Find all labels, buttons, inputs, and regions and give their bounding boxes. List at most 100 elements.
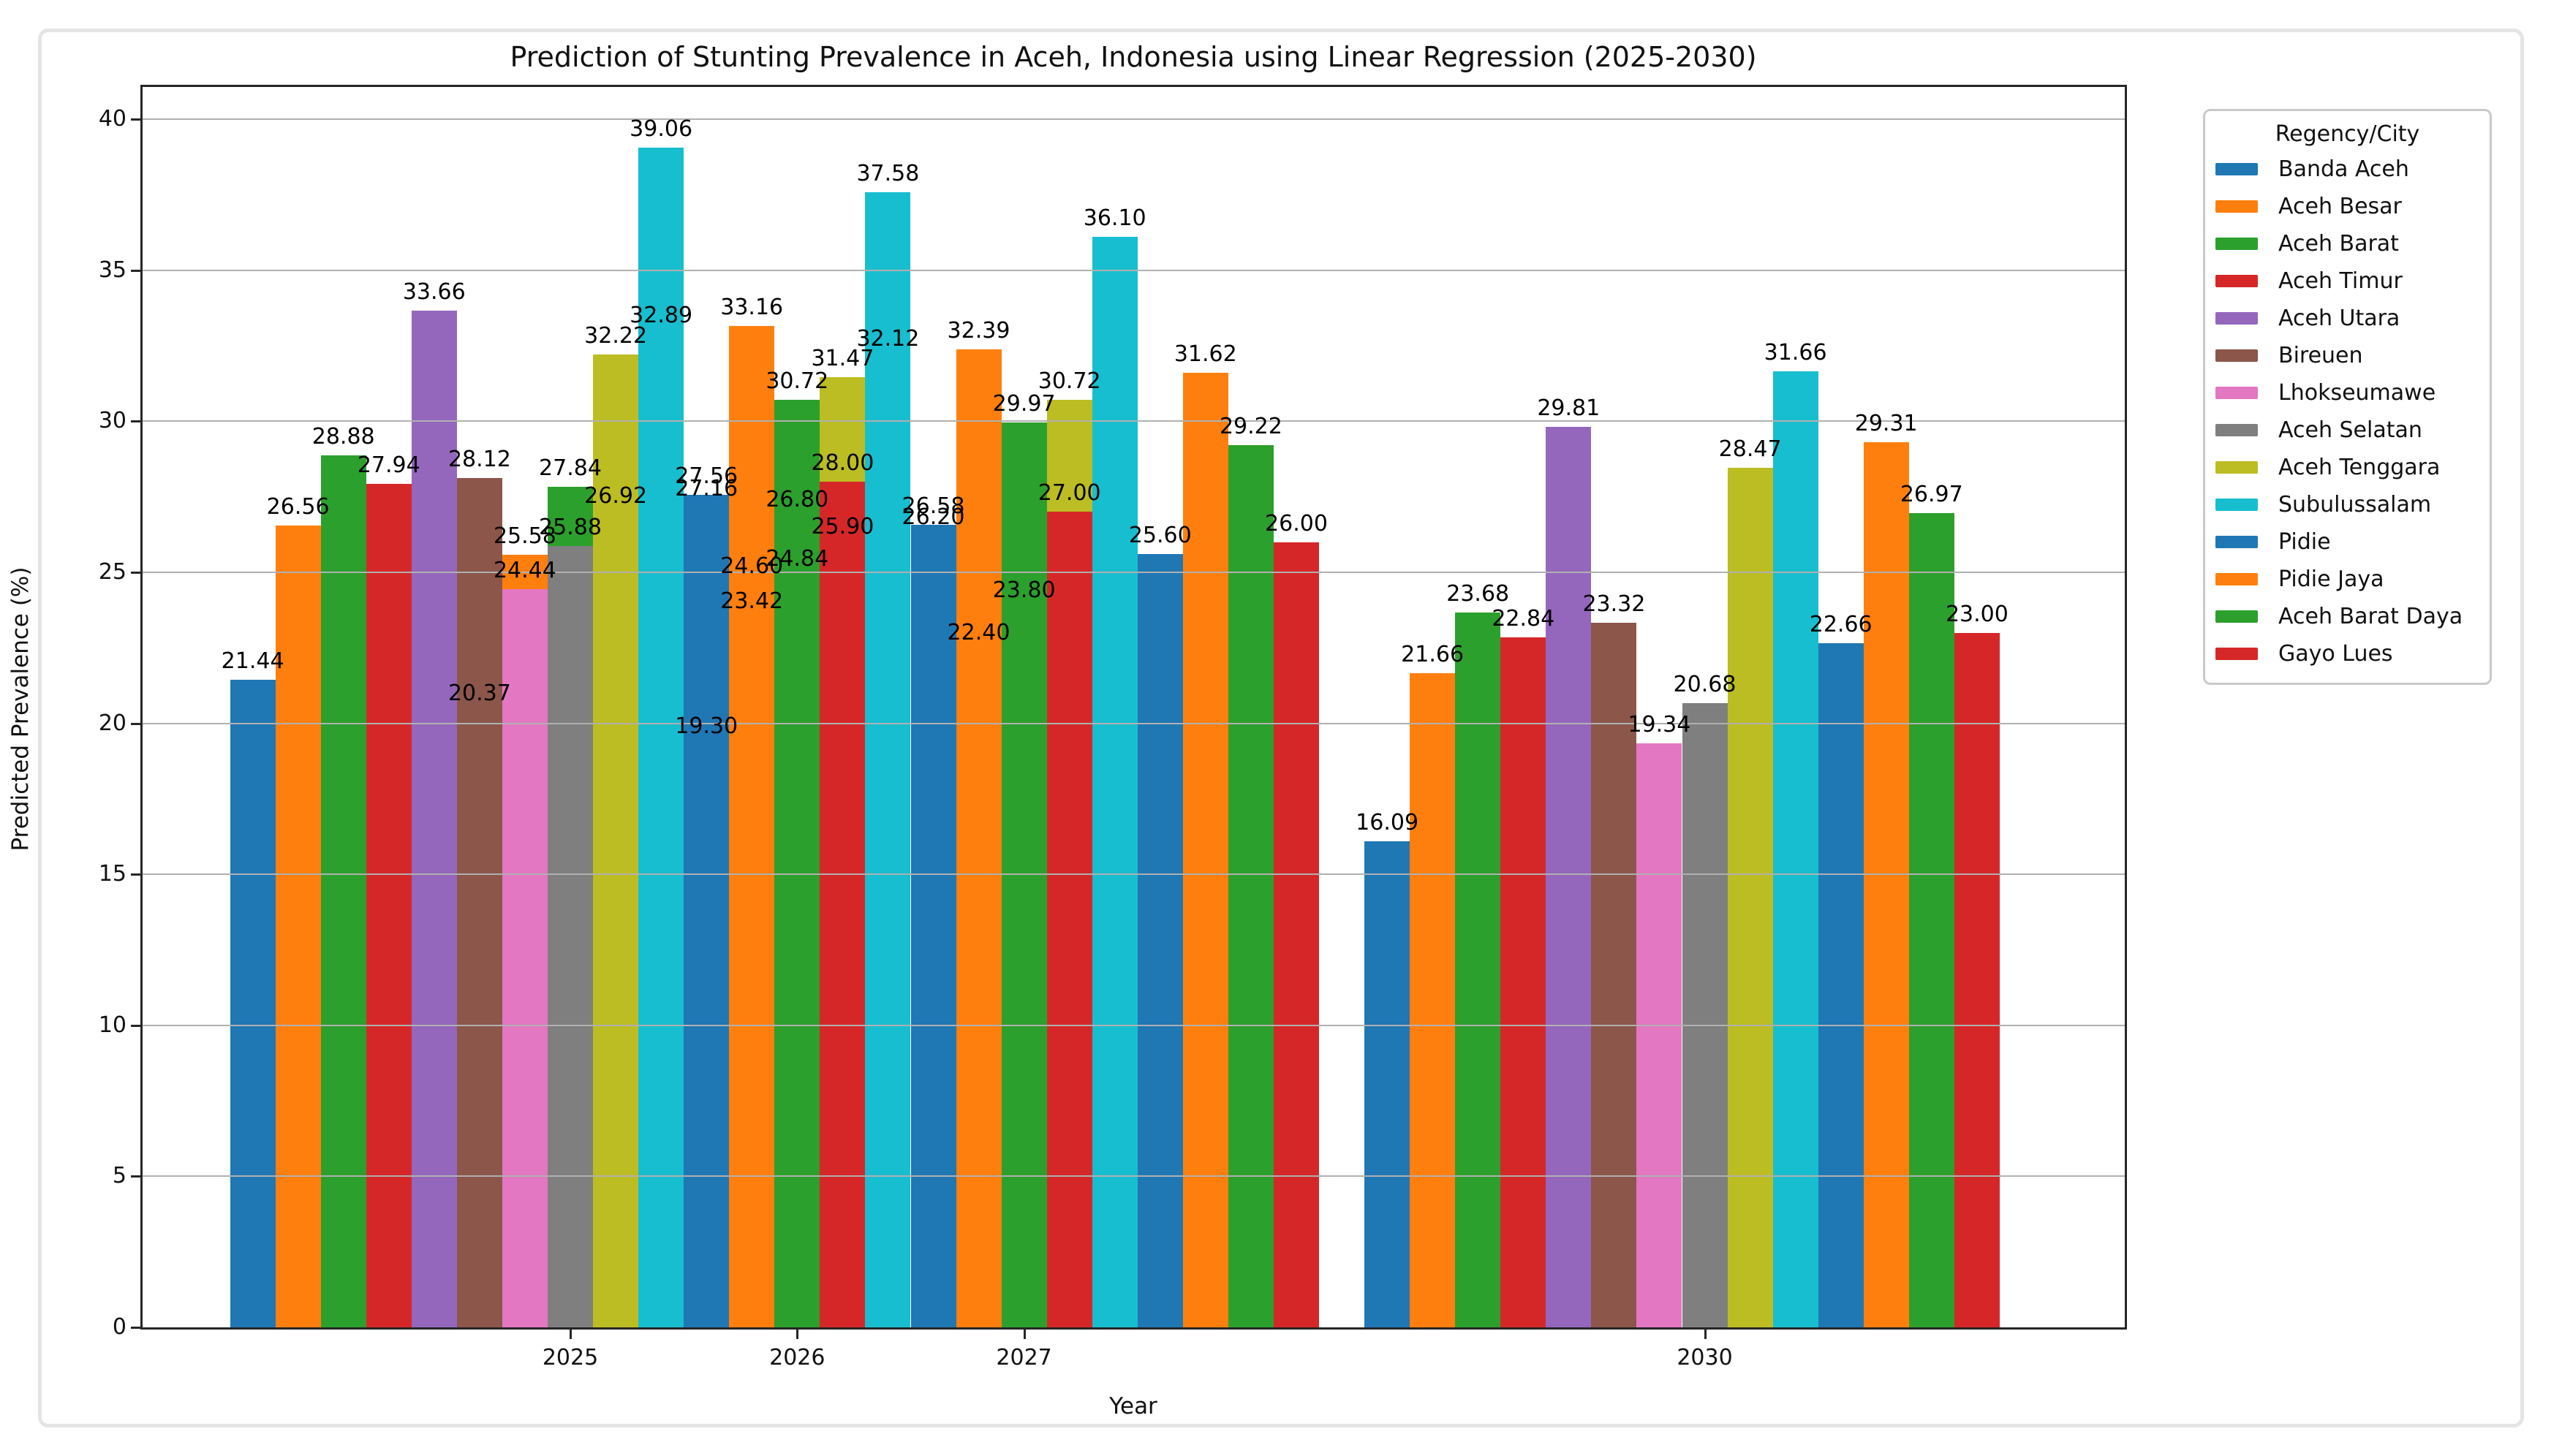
bar-subulussalam-2025 [638,148,684,1327]
legend: Regency/City Banda Aceh Aceh Besar Aceh Ba… [2203,109,2492,685]
bar-aceh-barat-daya-2027 [1228,444,1274,1327]
y-tick-20 [131,722,140,725]
y-tick-label-35: 35 [98,257,126,283]
bar-value-label-gayo-lues-2027: 26.00 [1265,510,1328,536]
bar-subulussalam-2026 [865,192,911,1327]
x-axis-label: Year [1109,1393,1157,1419]
bar-value-label-lhokseumawe-2027: 22.40 [947,619,1010,645]
bar-value-label-aceh-barat-daya-2025: 30.72 [766,368,829,394]
legend-item-aceh-selatan: Aceh Selatan [2205,412,2490,449]
y-tick-35 [131,269,140,272]
bar-value-label-lhokseumawe-2025: 24.44 [493,558,556,584]
bar-value-label-aceh-utara-2026: 32.89 [630,303,693,328]
bar-pidie-2026 [910,524,956,1327]
bar-value-label-aceh-barat-2027: 26.80 [766,486,829,512]
legend-swatch-banda-aceh [2215,163,2258,175]
bar-value-label-bireuen-2025: 28.12 [447,447,511,473]
bar-lhokseumawe-2025 [502,589,548,1327]
bar-pidie-jaya-2025 [729,325,775,1327]
bar-value-label-aceh-selatan-2025: 25.88 [539,514,602,540]
legend-swatch-aceh-utara [2215,312,2258,325]
x-tick-label-2025: 2025 [542,1345,599,1370]
bar-value-label-aceh-barat-2026: 27.84 [539,455,602,481]
legend-swatch-lhokseumawe [2215,387,2258,399]
y-tick-label-40: 40 [98,106,126,132]
y-tick-40 [131,118,140,121]
bar-value-label-lhokseumawe-2030: 19.34 [1628,711,1691,738]
bar-aceh-barat-2025 [320,455,366,1327]
y-tick-5 [131,1175,140,1178]
gridline-y-20 [143,722,2125,724]
gridline-y-30 [143,420,2125,422]
legend-item-label: Aceh Selatan [2278,417,2422,443]
bar-value-label-bireuen-2026: 27.16 [675,475,738,501]
y-tick-label-30: 30 [98,408,126,434]
y-tick-label-20: 20 [98,710,126,736]
bar-pidie-2025 [684,495,730,1327]
bar-value-label-aceh-barat-daya-2027: 29.22 [1219,413,1282,439]
right-spine [2125,87,2127,1330]
bar-value-label-aceh-barat-daya-2030: 26.97 [1900,481,1963,507]
bar-aceh-timur-2030 [1500,637,1546,1327]
legend-item-label: Aceh Timur [2278,268,2403,294]
bottom-spine [140,1327,2127,1330]
bar-value-label-gayo-lues-2025: 28.00 [811,450,874,477]
legend-item-aceh-barat: Aceh Barat [2205,225,2490,262]
gridline-y-10 [143,1024,2125,1026]
legend-item-aceh-besar: Aceh Besar [2205,188,2490,225]
bar-aceh-barat-2030 [1455,612,1501,1327]
legend-item-label: Gayo Lues [2278,641,2393,667]
bar-value-label-aceh-barat-2025: 28.88 [311,423,375,450]
legend-item-label: Subulussalam [2278,492,2432,517]
bar-value-label-pidie-2025: 27.56 [675,463,738,490]
bar-pidie-jaya-2027 [1182,372,1228,1327]
x-tick-label-2026: 2026 [769,1345,825,1370]
bar-banda-aceh-2025 [230,680,276,1327]
bar-aceh-tenggara-2030 [1727,467,1773,1327]
chart-title: Prediction of Stunting Prevalence in Ace… [510,41,1757,73]
bar-value-label-pidie-2030: 22.66 [1809,611,1873,637]
legend-item-label: Aceh Tenggara [2278,455,2441,480]
bar-value-label-aceh-utara-2027: 32.12 [856,325,920,352]
gridline-y-35 [143,269,2125,271]
bar-value-label-pidie-jaya-2030: 29.31 [1854,410,1918,436]
legend-swatch-pidie-jaya [2215,573,2258,585]
x-tick-label-2027: 2027 [996,1345,1052,1370]
y-tick-25 [131,572,140,574]
legend-item-banda-aceh: Banda Aceh [2205,151,2490,188]
y-tick-0 [131,1327,140,1329]
gridline-y-40 [143,118,2125,121]
y-tick-label-15: 15 [98,861,126,887]
x-tick-2030 [1704,1330,1707,1339]
bar-value-label-pidie-jaya-2025: 33.16 [720,294,784,320]
legend-swatch-aceh-barat [2215,238,2258,250]
legend-item-label: Aceh Besar [2278,194,2402,219]
bar-value-label-banda-aceh-2030: 16.09 [1356,810,1419,836]
legend-swatch-subulussalam [2215,498,2258,511]
bar-value-label-aceh-barat-daya-2026: 29.97 [992,390,1056,417]
bar-value-label-subulussalam-2026: 37.58 [856,161,920,187]
bar-gayo-lues-2026 [1046,512,1092,1327]
bar-value-label-pidie-jaya-2026: 32.39 [947,317,1010,344]
bar-gayo-lues-2030 [1954,632,2000,1327]
bar-value-label-aceh-tenggara-2030: 28.47 [1718,436,1782,462]
legend-item-bireuen: Bireuen [2205,337,2490,374]
bar-value-label-aceh-besar-2027: 24.60 [720,553,784,579]
bar-value-label-subulussalam-2027: 36.10 [1083,205,1146,232]
y-tick-30 [131,420,140,423]
bar-banda-aceh-2030 [1364,841,1410,1327]
legend-item-label: Banda Aceh [2278,156,2409,182]
bar-value-label-aceh-utara-2030: 29.81 [1537,395,1601,422]
x-tick-2025 [570,1330,572,1339]
bar-aceh-barat-daya-2030 [1908,512,1954,1327]
legend-item-label: Pidie [2278,529,2331,555]
gridline-y-15 [143,873,2125,876]
bar-bireuen-2030 [1591,623,1637,1327]
bar-aceh-besar-2030 [1410,673,1456,1327]
legend-swatch-aceh-selatan [2215,424,2258,436]
legend-item-aceh-barat-daya: Aceh Barat Daya [2205,598,2490,635]
bar-subulussalam-2030 [1772,371,1818,1327]
y-tick-label-0: 0 [112,1314,126,1340]
legend-swatch-bireuen [2215,349,2258,362]
legend-swatch-pidie [2215,536,2258,548]
